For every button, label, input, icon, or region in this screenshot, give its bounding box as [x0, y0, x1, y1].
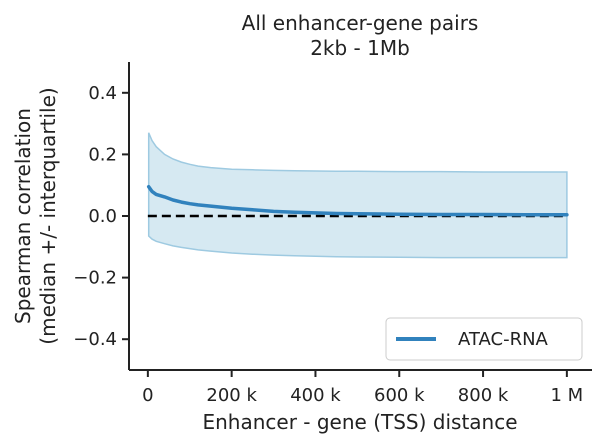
plot-area [146, 132, 569, 259]
y-tick-label-3: −0.2 [73, 268, 117, 289]
x-tick-label-0: 0 [142, 385, 153, 406]
x-tick-label-3: 600 k [374, 385, 425, 406]
x-tick-label-4: 800 k [458, 385, 509, 406]
x-ticks: 0 200 k 400 k 600 k 800 k 1 M [142, 370, 583, 406]
y-axis-label-line-1: Spearman correlation [11, 108, 35, 324]
legend-label: ATAC-RNA [458, 329, 549, 350]
y-tick-label-4: −0.4 [73, 329, 117, 350]
y-ticks: 0.4 0.2 0.0 −0.2 −0.4 [73, 83, 129, 350]
y-tick-label-0: 0.4 [88, 83, 117, 104]
x-tick-label-2: 400 k [290, 385, 341, 406]
legend: ATAC-RNA [385, 317, 583, 361]
y-tick-label-2: 0.0 [88, 206, 117, 227]
interquartile-band-0 [147, 132, 568, 259]
legend-box [385, 317, 583, 361]
median-line-0 [146, 184, 569, 217]
x-tick-label-1: 200 k [206, 385, 257, 406]
x-tick-label-5: 1 M [551, 385, 584, 406]
chart-title-line-2: 2kb - 1Mb [310, 36, 410, 60]
chart-title-line-1: All enhancer-gene pairs [242, 11, 479, 35]
y-tick-label-1: 0.2 [88, 144, 117, 165]
y-axis-label-line-2: (median +/- interquartile) [36, 87, 60, 344]
x-axis-label: Enhancer - gene (TSS) distance [202, 410, 517, 434]
